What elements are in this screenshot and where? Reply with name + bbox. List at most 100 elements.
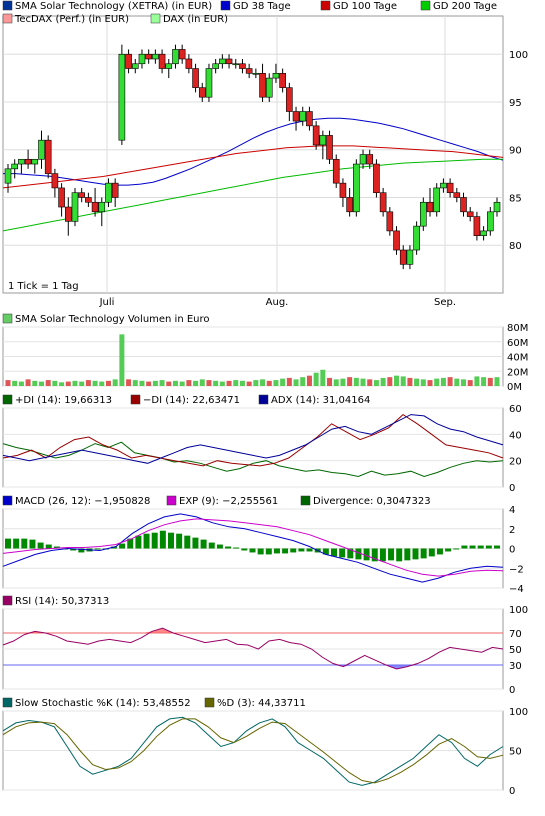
volume-bar (306, 375, 312, 386)
candle-body (460, 197, 467, 213)
candle-body (252, 73, 260, 75)
price-legend-item-swatch (2, 13, 13, 24)
candle-body (192, 68, 199, 88)
volume-bar (85, 380, 91, 386)
macd-series-line (2, 513, 504, 583)
candle-body (239, 63, 246, 69)
stoch-y-tick-label: 100 (509, 707, 528, 718)
dmi-y-tick-label: 60 (509, 404, 522, 415)
volume-bar (233, 380, 239, 386)
macd-divergence-bar (339, 548, 346, 558)
candle-body (85, 197, 92, 203)
x-tick-label: Aug. (266, 297, 289, 308)
macd-divergence-bar (420, 548, 427, 559)
volume-bar (300, 377, 306, 386)
macd-divergence-bar (127, 538, 134, 549)
macd-divergence-bar (331, 548, 337, 557)
price-legend-item-label: TecDAX (Perf.) (in EUR) (14, 14, 129, 25)
price-y-tick-label: 85 (509, 193, 522, 204)
volume-bar (434, 378, 440, 386)
macd-divergence-bar (78, 548, 85, 553)
price-legend-item-swatch (220, 0, 231, 11)
dmi-series-line (2, 441, 504, 478)
macd-legend-item-swatch (2, 495, 13, 506)
macd-divergence-bar (184, 535, 191, 549)
volume-y-tick-label: 80M (507, 323, 528, 334)
macd-divergence-bar (168, 532, 174, 549)
macd-divergence-bar (45, 544, 52, 549)
macd-divergence-bar (396, 548, 403, 562)
volume-bar (193, 380, 199, 386)
volume-y-tick-label: 0M (507, 382, 522, 393)
candle-body (11, 163, 18, 170)
candle-body (259, 73, 266, 98)
macd-divergence-bar (208, 542, 215, 549)
volume-bar (333, 379, 339, 386)
volume-y-tick-label: 40M (507, 353, 528, 364)
candle-body (292, 111, 300, 122)
volume-bar (474, 376, 480, 386)
candle-body (286, 87, 293, 112)
candle-body (78, 192, 85, 198)
tick-note: 1 Tick = 1 Tag (8, 281, 79, 292)
candle-body (319, 135, 327, 146)
volume-bar (38, 381, 44, 386)
macd-divergence-bar (53, 546, 60, 549)
volume-bar (206, 380, 212, 386)
macd-divergence-bar (37, 542, 44, 549)
volume-bar (293, 379, 299, 386)
volume-legend-item-label: SMA Solar Technology Volumen in Euro (15, 314, 210, 325)
macd-legend-item-label: Divergence: 0,3047323 (313, 496, 431, 507)
volume-bar (400, 376, 406, 386)
volume-bar (246, 381, 252, 386)
volume-y-tick-label: 60M (507, 338, 528, 349)
candle-body (473, 216, 481, 236)
volume-bar (487, 377, 493, 386)
macd-divergence-bar (453, 548, 460, 550)
price-y-tick-label: 90 (509, 146, 522, 157)
macd-divergence-bar (404, 548, 411, 561)
volume-bar (72, 380, 78, 386)
volume-bar (320, 369, 326, 386)
price-y-tick-label: 95 (509, 98, 522, 109)
volume-bar (99, 381, 105, 386)
macd-divergence-bar (461, 545, 468, 549)
macd-divergence-bar (436, 548, 443, 555)
candle-body (353, 163, 360, 213)
volume-bar (18, 381, 24, 386)
candle-body (98, 201, 106, 213)
volume-bar (126, 379, 132, 386)
volume-bar (260, 379, 266, 386)
rsi-y-tick-label: 30 (509, 661, 522, 672)
volume-bar (12, 380, 18, 386)
price-legend-item-swatch (420, 0, 431, 11)
volume-bar (79, 381, 85, 386)
rsi-legend-item-label: RSI (14): 50,37313 (15, 596, 109, 607)
macd-legend-item-swatch (300, 495, 311, 506)
volume-bar (280, 378, 286, 386)
macd-divergence-bar (233, 547, 240, 549)
volume-bar (427, 380, 433, 386)
candle-body (480, 230, 487, 236)
candle-body (178, 49, 186, 60)
volume-bar (394, 375, 400, 386)
macd-divergence-bar (241, 548, 248, 551)
candle-body (152, 53, 159, 60)
candle-body (487, 211, 494, 232)
candle-body (145, 53, 152, 60)
macd-divergence-bar (477, 545, 484, 549)
candle-body (272, 73, 280, 79)
macd-divergence-bar (94, 548, 101, 550)
macd-divergence-bar (363, 548, 370, 561)
macd-divergence-bar (200, 539, 207, 549)
volume-bar (266, 380, 272, 386)
dmi-series-line (2, 413, 504, 467)
candle-body (138, 53, 146, 65)
volume-bar (467, 380, 473, 386)
macd-divergence-bar (290, 548, 297, 553)
candle-body (4, 168, 12, 184)
volume-bar (52, 380, 58, 386)
candle-body (31, 158, 39, 165)
price-legend-item-label: GD 100 Tage (333, 1, 397, 12)
